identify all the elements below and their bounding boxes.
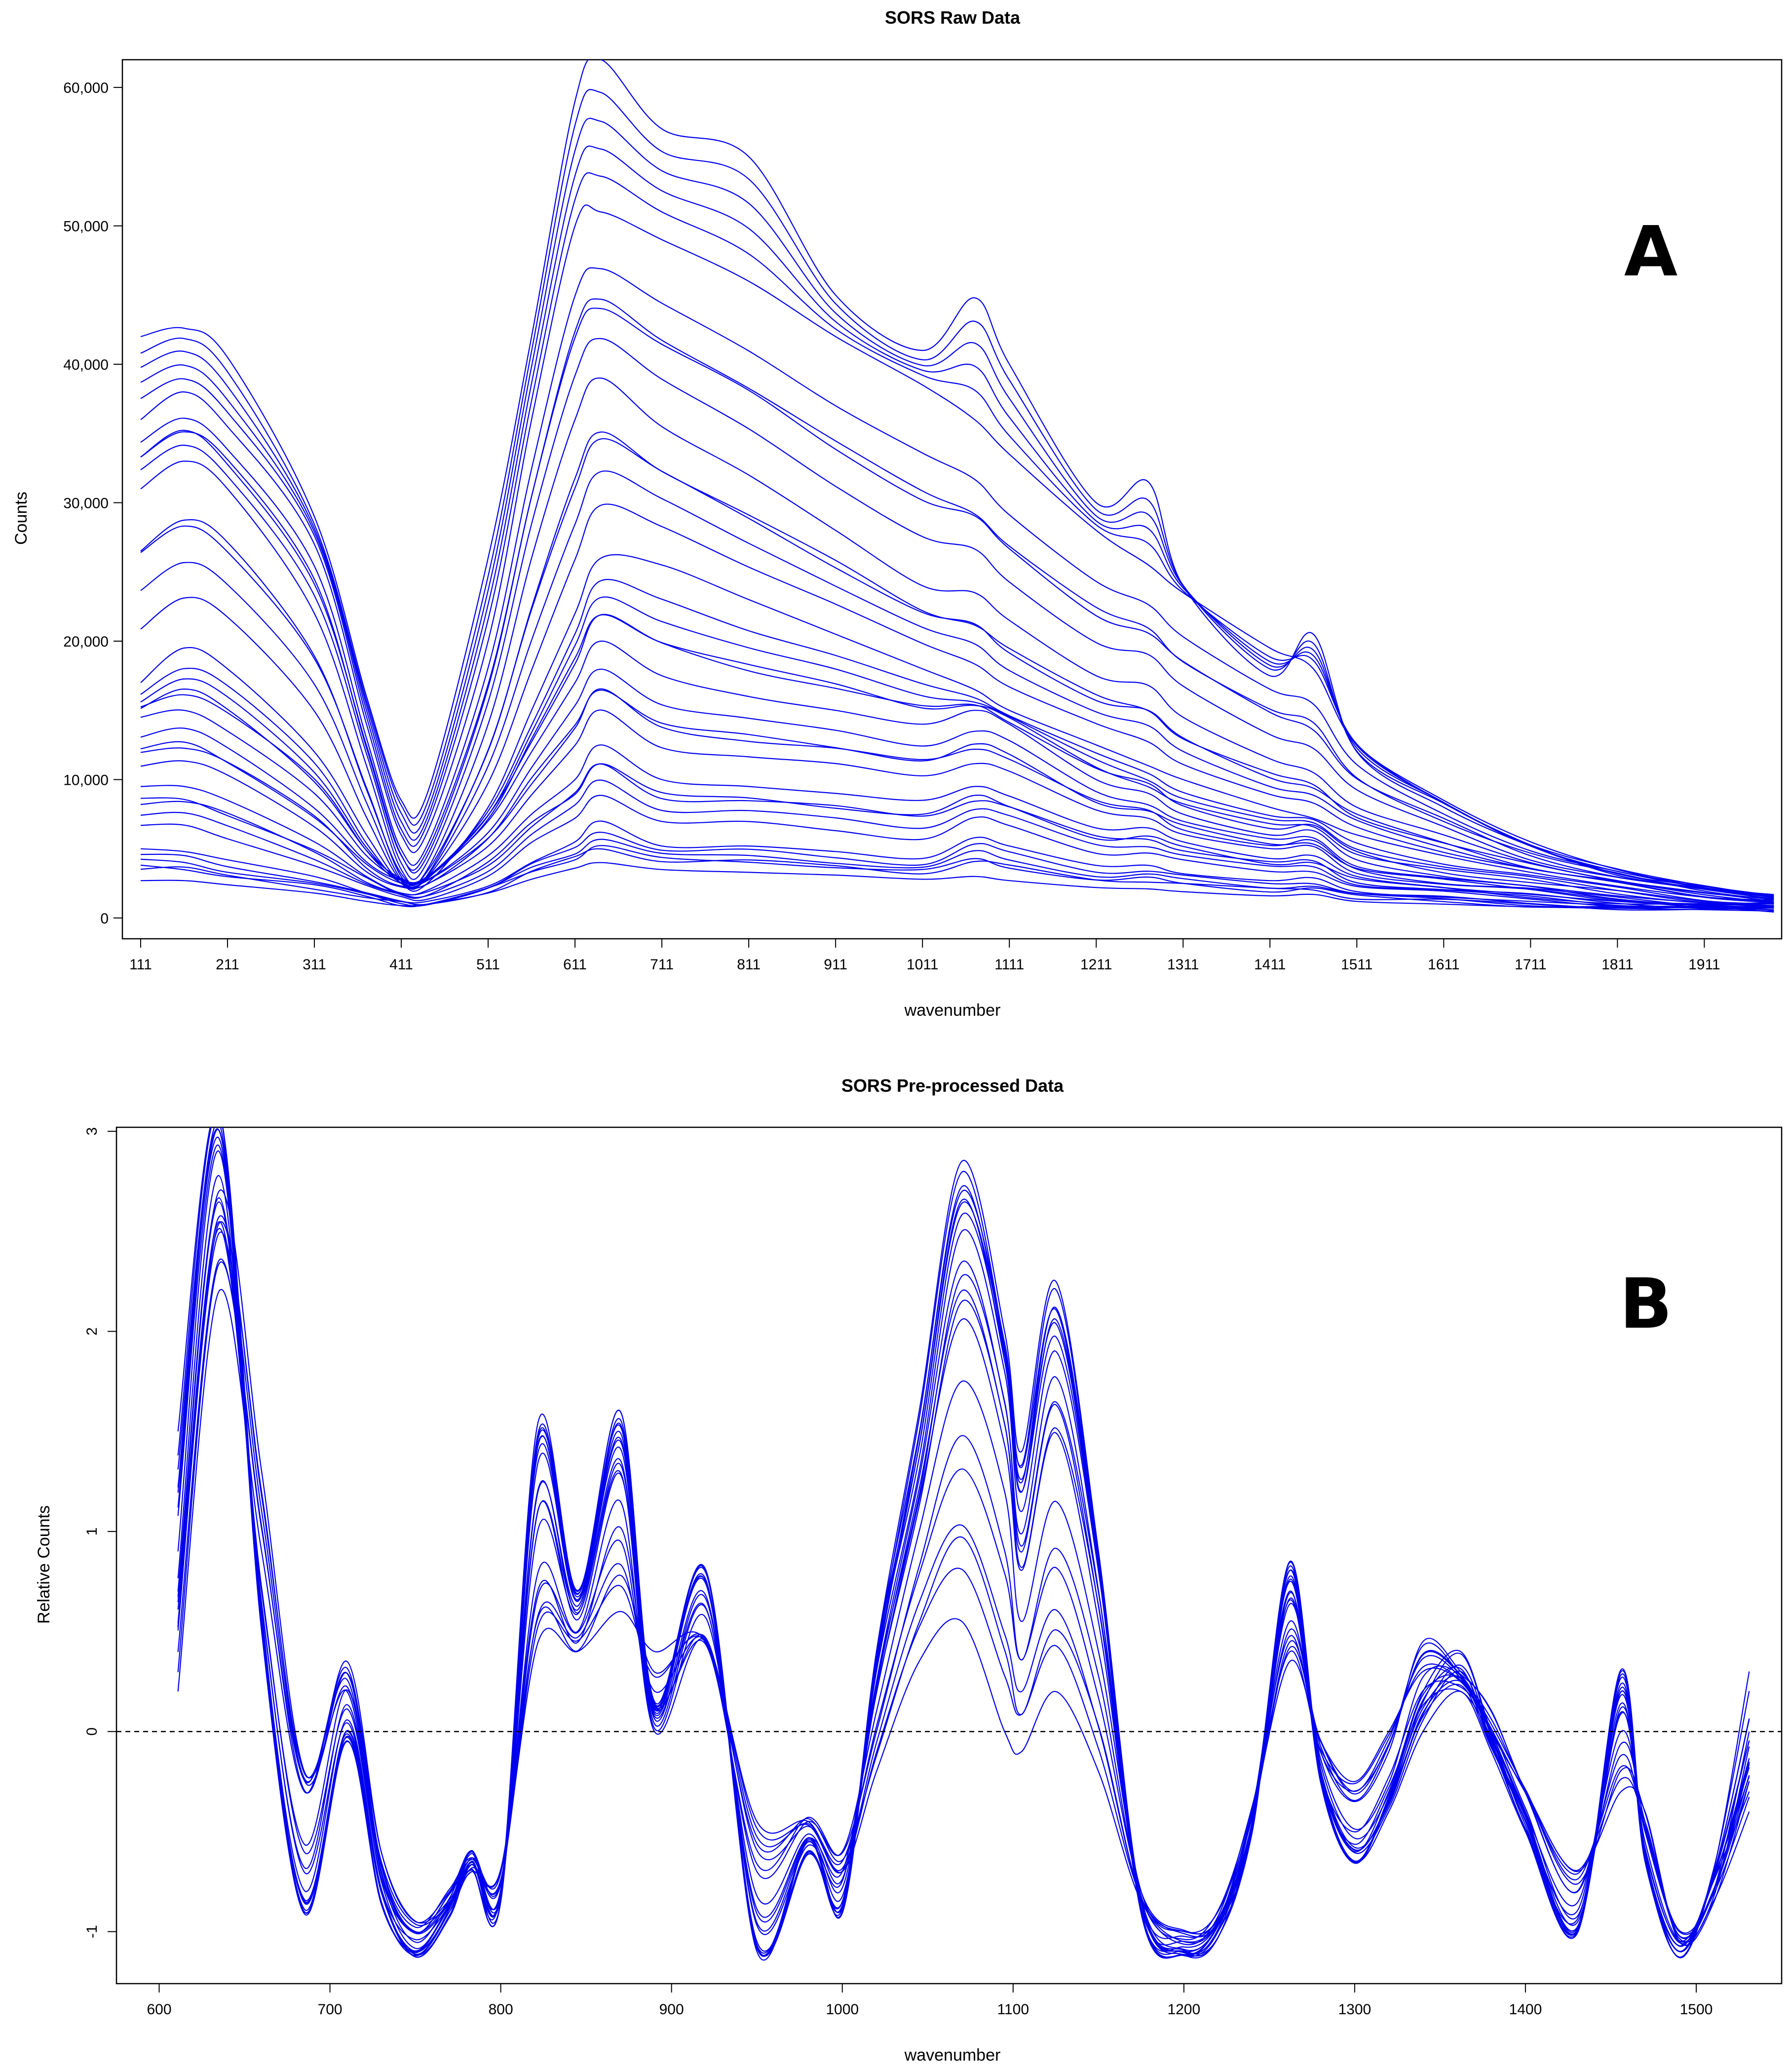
x-tick-label: 611 bbox=[563, 957, 587, 973]
x-tick-label: 1411 bbox=[1254, 957, 1286, 973]
x-tick-label: 711 bbox=[650, 957, 674, 973]
x-tick-label: 1400 bbox=[1509, 2001, 1542, 2018]
spectrum-line-20 bbox=[177, 1128, 1750, 1956]
panel-label-b: B bbox=[1620, 1264, 1673, 1344]
x-tick-label: 1500 bbox=[1680, 2001, 1713, 2018]
spectrum-line-30 bbox=[140, 172, 1774, 899]
spectrum-line-19 bbox=[177, 1231, 1750, 1939]
spectrum-line-18 bbox=[140, 470, 1774, 903]
y-tick-label: 20,000 bbox=[63, 634, 109, 650]
chart-a-y-label: Counts bbox=[12, 492, 31, 545]
spectrum-line-15 bbox=[177, 1197, 1750, 1955]
x-tick-label: 1000 bbox=[826, 2001, 859, 2018]
spectrum-line-20 bbox=[140, 709, 1774, 908]
x-tick-label: 1711 bbox=[1515, 957, 1547, 973]
x-tick-label: 1200 bbox=[1167, 2001, 1200, 2018]
chart-a-y-axis: 0 10,000 20,000 30,000 40,000 50,000 60,000 bbox=[63, 80, 122, 927]
spectrum-line-28 bbox=[140, 795, 1774, 908]
chart-panel-b: SORS Pre-processed Data 600 700 800 900 1000… bbox=[35, 1075, 1783, 2065]
spectrum-line-34 bbox=[140, 690, 1774, 905]
spectrum-line-8 bbox=[177, 1144, 1750, 1958]
spectrum-line-22 bbox=[140, 832, 1774, 909]
spectrum-line-3 bbox=[140, 377, 1774, 899]
x-tick-label: 1911 bbox=[1688, 957, 1720, 973]
spectrum-line-16 bbox=[140, 117, 1774, 896]
y-tick-label: 0 bbox=[84, 1727, 100, 1736]
x-tick-label: 1211 bbox=[1080, 957, 1112, 973]
y-tick-label: 30,000 bbox=[63, 496, 109, 512]
x-tick-label: 900 bbox=[659, 2001, 684, 2018]
chart-b-y-label: Relative Counts bbox=[35, 1505, 53, 1624]
x-tick-label: 1811 bbox=[1601, 957, 1634, 973]
spectrum-line-19 bbox=[140, 578, 1774, 905]
spectrum-line-24 bbox=[140, 267, 1774, 900]
spectrum-line-9 bbox=[140, 89, 1774, 895]
spectrum-line-13 bbox=[177, 1215, 1750, 1939]
x-tick-label: 811 bbox=[737, 957, 761, 973]
spectrum-line-33 bbox=[140, 614, 1774, 904]
y-tick-label: 50,000 bbox=[63, 219, 109, 235]
spectrum-line-35 bbox=[140, 763, 1774, 908]
y-tick-label: 40,000 bbox=[63, 357, 109, 373]
chart-a-title: SORS Raw Data bbox=[885, 7, 1021, 28]
y-tick-label: -1 bbox=[84, 1925, 100, 1938]
spectrum-line-36 bbox=[140, 845, 1774, 913]
x-tick-label: 411 bbox=[389, 957, 413, 973]
spectrum-line-15 bbox=[140, 848, 1774, 911]
spectrum-line-29 bbox=[140, 839, 1774, 911]
y-tick-label: 2 bbox=[84, 1327, 100, 1336]
spectrum-line-25 bbox=[140, 503, 1774, 903]
x-tick-label: 1300 bbox=[1338, 2001, 1371, 2018]
chart-panel-a: SORS Raw Data 111 211 311 411 511 611 711 811 91… bbox=[12, 7, 1783, 1020]
chart-b-title: SORS Pre-processed Data bbox=[841, 1075, 1064, 1096]
spectrum-line-18 bbox=[177, 1175, 1750, 1955]
chart-b-x-label: wavenumber bbox=[904, 2046, 1001, 2065]
spectrum-line-27 bbox=[140, 668, 1774, 906]
spectrum-line-7 bbox=[177, 1258, 1750, 1935]
spectrum-line-10 bbox=[140, 307, 1774, 898]
x-tick-label: 211 bbox=[216, 957, 239, 973]
x-tick-label: 311 bbox=[303, 957, 326, 973]
x-tick-label: 1111 bbox=[994, 957, 1024, 973]
spectrum-line-4 bbox=[140, 554, 1774, 902]
x-tick-label: 700 bbox=[318, 2001, 343, 2018]
x-tick-label: 1011 bbox=[907, 957, 939, 973]
y-tick-label: 0 bbox=[100, 911, 109, 927]
chart-a-series-group bbox=[140, 60, 1774, 913]
chart-b-series-group bbox=[177, 1127, 1750, 1961]
x-tick-label: 600 bbox=[147, 2001, 171, 2018]
spectrum-line-17 bbox=[140, 338, 1774, 900]
spectrum-line-8 bbox=[140, 862, 1774, 912]
x-tick-label: 1511 bbox=[1341, 957, 1373, 973]
x-tick-label: 1311 bbox=[1167, 957, 1199, 973]
chart-b-x-axis: 600 700 800 900 1000 1100 1200 1300 1400 1500 bbox=[147, 1983, 1713, 2018]
y-tick-label: 1 bbox=[84, 1528, 100, 1536]
spectrum-line-32 bbox=[140, 431, 1774, 901]
spectrum-line-13 bbox=[140, 688, 1774, 908]
x-tick-label: 800 bbox=[489, 2001, 513, 2018]
spectrum-line-14 bbox=[177, 1136, 1750, 1957]
chart-b-y-axis: -1 0 1 2 3 bbox=[84, 1127, 116, 1938]
y-tick-label: 60,000 bbox=[63, 80, 109, 96]
chart-a-x-label: wavenumber bbox=[904, 1001, 1001, 1020]
x-tick-label: 511 bbox=[476, 957, 500, 973]
x-tick-label: 911 bbox=[824, 957, 847, 973]
y-tick-label: 3 bbox=[84, 1127, 100, 1136]
x-tick-label: 1611 bbox=[1428, 957, 1460, 973]
spectrum-line-31 bbox=[140, 298, 1774, 900]
y-tick-label: 10,000 bbox=[63, 772, 109, 788]
x-tick-label: 1100 bbox=[997, 2001, 1029, 2018]
spectrum-line-23 bbox=[140, 145, 1774, 898]
panel-label-a: A bbox=[1624, 212, 1678, 292]
chart-a-x-axis: 111 211 311 411 511 611 711 811 911 1011 1111 1211 1… bbox=[129, 938, 1720, 973]
x-tick-label: 111 bbox=[129, 957, 152, 973]
